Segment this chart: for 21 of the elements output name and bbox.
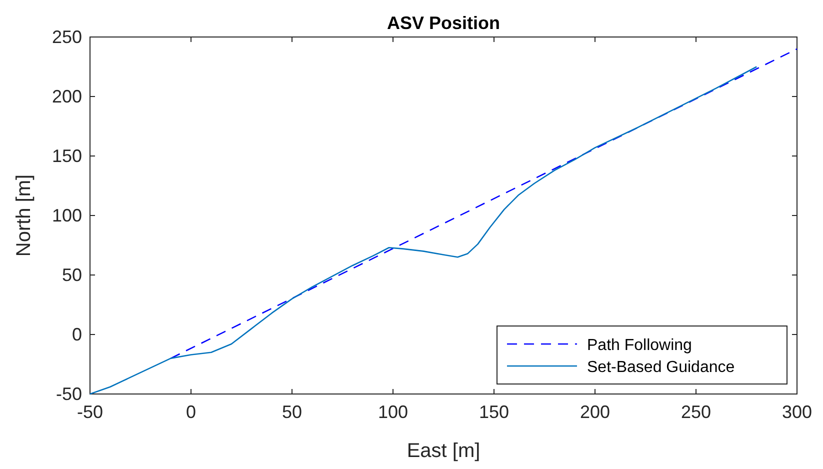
- x-tick-label: 300: [782, 402, 812, 422]
- x-tick-label: -50: [76, 402, 104, 422]
- chart-title: ASV Position: [386, 13, 500, 33]
- y-tick-label: 150: [52, 146, 82, 166]
- legend-label: Set-Based Guidance: [587, 359, 735, 376]
- y-tick-label: 100: [52, 206, 82, 226]
- y-tick-label: 250: [52, 27, 82, 47]
- x-axis-title: East [m]: [406, 440, 480, 462]
- y-axis-title: North [m]: [13, 174, 35, 257]
- x-tick-label: 200: [580, 402, 610, 422]
- x-tick-label: 150: [478, 402, 510, 422]
- legend-label: Path Following: [587, 337, 692, 354]
- x-tick-label: 100: [378, 402, 408, 422]
- x-tick-label: 0: [186, 402, 196, 422]
- y-tick-label: 50: [62, 265, 82, 285]
- x-tick-label: 250: [680, 402, 712, 422]
- y-tick-label: -50: [56, 384, 82, 404]
- x-tick-label: 50: [282, 402, 302, 422]
- y-tick-label: 200: [52, 86, 82, 106]
- line-series: [89, 66, 758, 395]
- y-tick-label: 0: [72, 324, 82, 344]
